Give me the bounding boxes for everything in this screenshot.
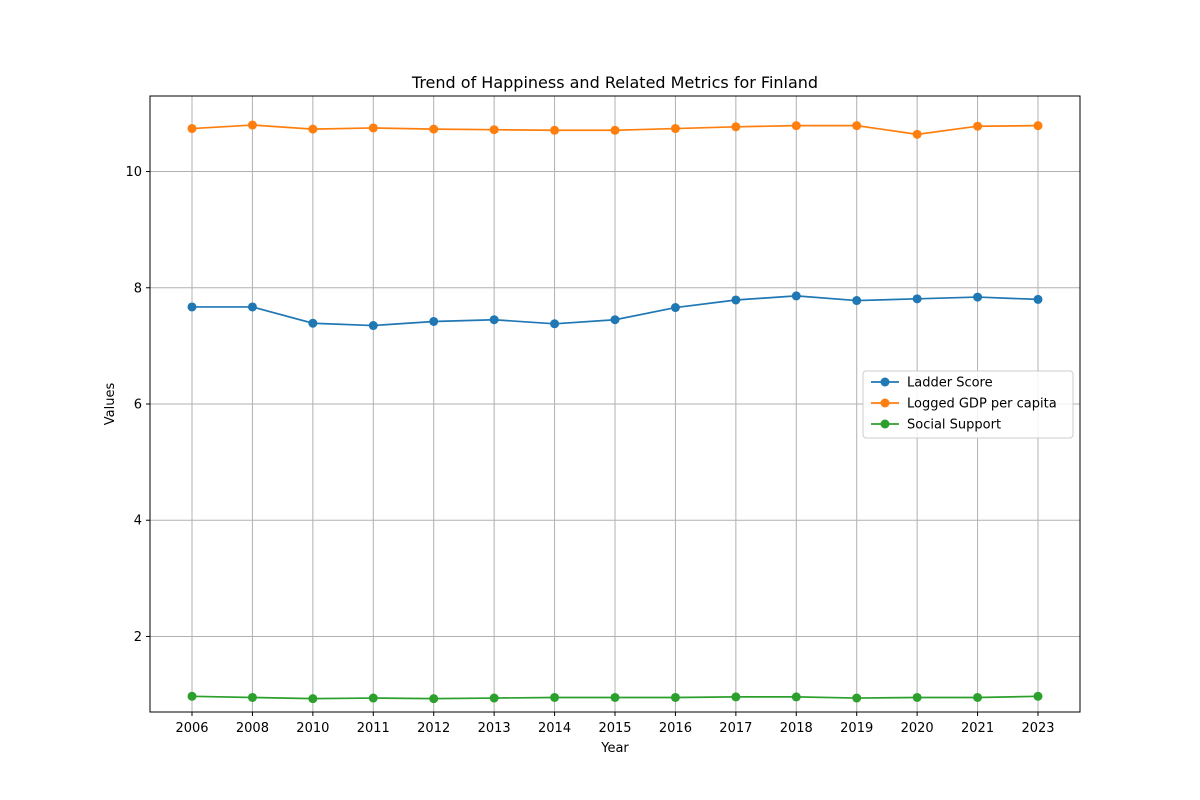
y-tick-label: 10 <box>125 165 142 180</box>
axis-layer: 2006 2008 2010 2011 2012 2013 2014 2015 2016 2017… <box>125 165 1054 736</box>
data-point-logged-gdp-per-capita <box>610 125 620 135</box>
data-point-logged-gdp-per-capita <box>247 120 257 130</box>
x-tick-label: 2008 <box>236 721 269 736</box>
y-tick-label: 6 <box>134 398 142 413</box>
legend-marker <box>880 377 890 387</box>
data-point-social-support <box>610 692 620 702</box>
data-point-social-support <box>187 691 197 701</box>
legend-label: Logged GDP per capita <box>907 397 1057 412</box>
legend: Ladder Score Logged GDP per capita Social … <box>862 370 1074 439</box>
data-point-social-support <box>973 692 983 702</box>
data-point-social-support <box>670 692 680 702</box>
y-tick-label: 8 <box>134 281 142 296</box>
data-point-social-support <box>489 693 499 703</box>
x-tick-label: 2014 <box>538 721 571 736</box>
data-point-social-support <box>429 694 439 704</box>
data-point-logged-gdp-per-capita <box>550 125 560 135</box>
x-tick-label: 2015 <box>598 721 631 736</box>
x-tick-label: 2021 <box>961 721 994 736</box>
x-tick-label: 2019 <box>840 721 873 736</box>
series-layer <box>187 120 1043 704</box>
x-tick-label: 2011 <box>357 721 390 736</box>
x-tick-label: 2018 <box>780 721 813 736</box>
x-tick-label: 2023 <box>1021 721 1054 736</box>
legend-box <box>862 370 1074 439</box>
data-point-logged-gdp-per-capita <box>308 124 318 134</box>
y-tick-label: 2 <box>134 630 142 645</box>
data-point-logged-gdp-per-capita <box>791 121 801 131</box>
legend-marker <box>880 419 890 429</box>
x-tick-label: 2006 <box>175 721 208 736</box>
data-point-social-support <box>308 694 318 704</box>
data-point-ladder-score <box>368 321 378 331</box>
chart-title: Trend of Happiness and Related Metrics f… <box>411 73 818 92</box>
data-point-ladder-score <box>429 316 439 326</box>
data-point-logged-gdp-per-capita <box>489 125 499 135</box>
data-point-social-support <box>368 693 378 703</box>
data-point-ladder-score <box>852 296 862 306</box>
data-point-logged-gdp-per-capita <box>973 121 983 131</box>
x-tick-label: 2016 <box>659 721 692 736</box>
data-point-ladder-score <box>550 319 560 329</box>
data-point-ladder-score <box>1033 294 1043 304</box>
x-axis-label: Year <box>600 741 629 756</box>
data-point-logged-gdp-per-capita <box>1033 121 1043 131</box>
data-point-social-support <box>247 692 257 702</box>
data-point-social-support <box>791 692 801 702</box>
x-tick-label: 2013 <box>478 721 511 736</box>
data-point-ladder-score <box>610 315 620 325</box>
data-point-ladder-score <box>670 303 680 313</box>
legend-marker <box>880 398 890 408</box>
data-point-logged-gdp-per-capita <box>912 129 922 139</box>
legend-label: Ladder Score <box>907 376 993 391</box>
data-point-ladder-score <box>912 294 922 304</box>
data-point-social-support <box>731 692 741 702</box>
data-point-social-support <box>852 693 862 703</box>
data-point-social-support <box>1033 691 1043 701</box>
data-point-ladder-score <box>791 291 801 301</box>
data-point-ladder-score <box>187 302 197 312</box>
data-point-ladder-score <box>247 302 257 312</box>
data-point-ladder-score <box>731 295 741 305</box>
x-tick-label: 2010 <box>296 721 329 736</box>
x-tick-label: 2012 <box>417 721 450 736</box>
data-point-social-support <box>550 692 560 702</box>
data-point-logged-gdp-per-capita <box>429 124 439 134</box>
data-point-ladder-score <box>489 315 499 325</box>
data-point-logged-gdp-per-capita <box>368 123 378 133</box>
y-tick-label: 4 <box>134 514 142 529</box>
data-point-social-support <box>912 692 922 702</box>
data-point-logged-gdp-per-capita <box>852 121 862 131</box>
data-point-ladder-score <box>308 318 318 328</box>
y-axis-label: Values <box>103 383 118 426</box>
legend-label: Social Support <box>907 418 1001 433</box>
data-point-logged-gdp-per-capita <box>731 122 741 132</box>
x-tick-label: 2020 <box>901 721 934 736</box>
x-tick-label: 2017 <box>719 721 752 736</box>
data-point-logged-gdp-per-capita <box>670 124 680 134</box>
data-point-ladder-score <box>973 292 983 302</box>
data-point-logged-gdp-per-capita <box>187 124 197 134</box>
